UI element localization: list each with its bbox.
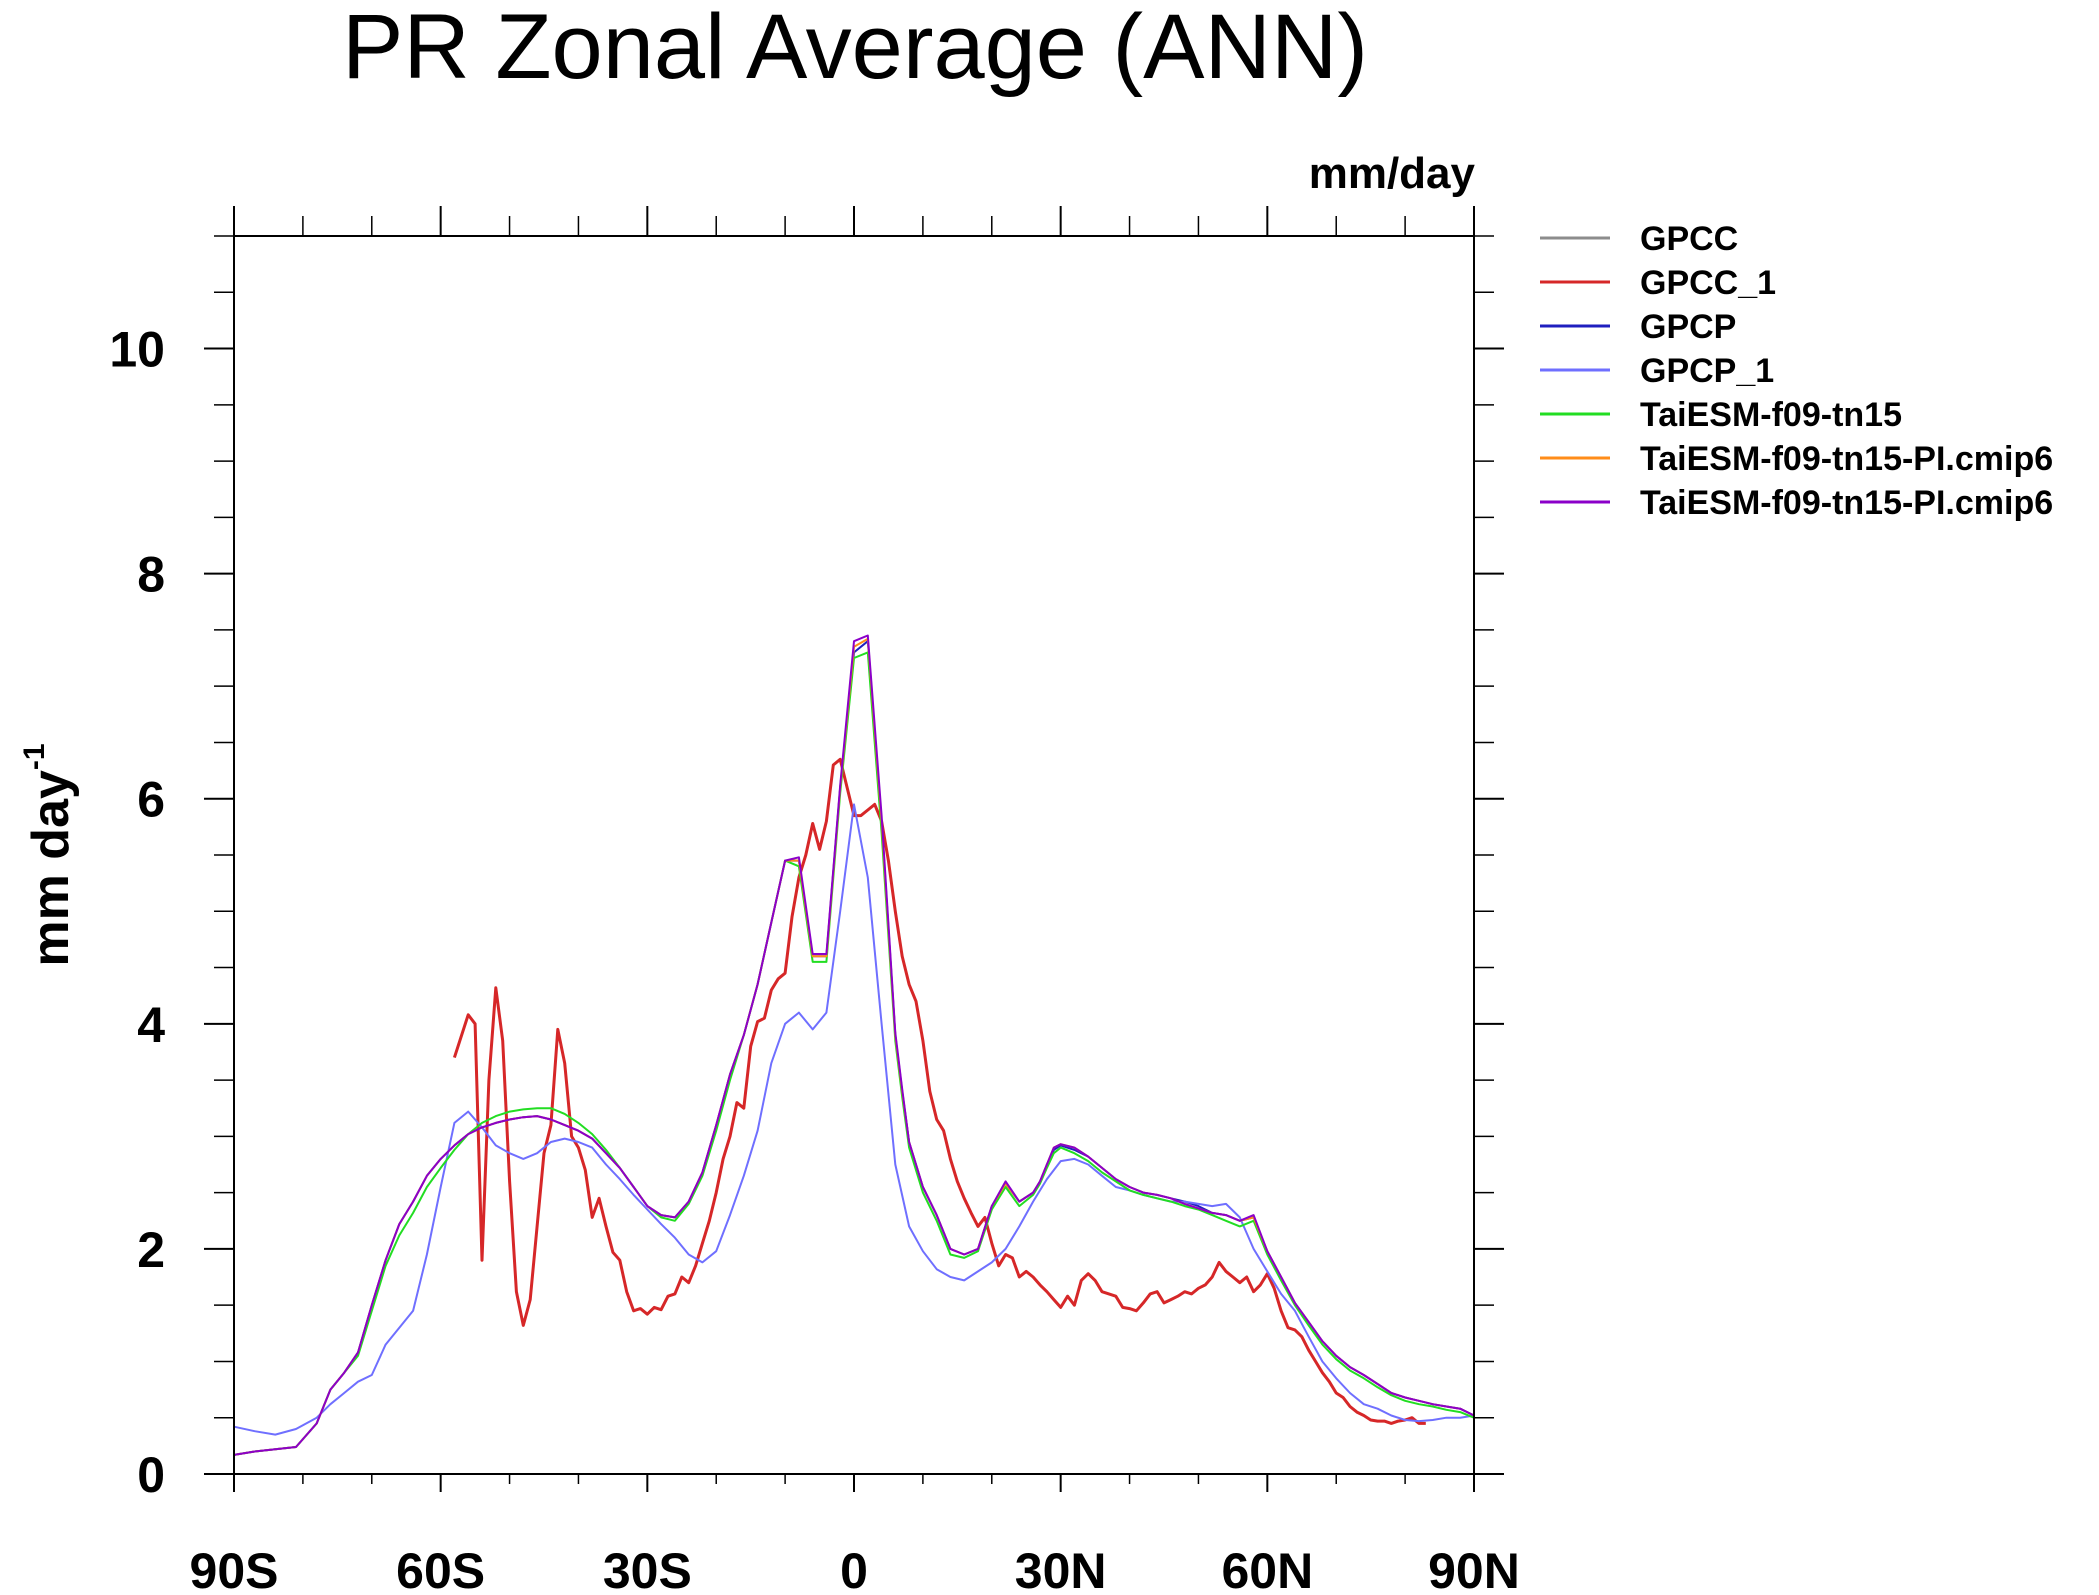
legend-entry: GPCC_1 — [1640, 264, 1776, 302]
x-tick-label: 0 — [840, 1543, 868, 1595]
plot-frame — [233, 235, 1475, 1475]
units-label: mm/day — [1309, 149, 1476, 198]
x-tick-label: 60N — [1221, 1543, 1313, 1595]
svg-text:mm day-1: mm day-1 — [18, 743, 80, 966]
tick-labels: 90S 60S 30S 0 30N 60N 90N 0 2 4 6 8 10 — [109, 322, 1519, 1595]
y-tick-label: 8 — [137, 547, 165, 603]
axis-ticks — [204, 206, 1504, 1492]
y-tick-label: 0 — [137, 1447, 165, 1503]
series-line-2 — [233, 640, 1475, 1456]
series-line-3 — [233, 803, 1475, 1436]
x-tick-label: 30S — [603, 1543, 692, 1595]
legend-entry: TaiESM-f09-tn15-PI.cmip6 — [1640, 440, 2053, 478]
y-axis-label-superscript: -1 — [18, 743, 51, 770]
chart-title: PR Zonal Average (ANN) — [342, 0, 1368, 98]
y-axis-label: mm day-1 — [18, 743, 80, 966]
legend-entry: GPCP_1 — [1640, 352, 1774, 390]
series-line-5 — [233, 637, 1475, 1456]
legend-entry: GPCP — [1640, 308, 1736, 346]
y-axis-label-text: mm day — [22, 770, 80, 967]
x-tick-label: 60S — [396, 1543, 485, 1595]
legend: GPCC GPCC_1 GPCP GPCP_1 TaiESM-f09-tn15 TaiES… — [1540, 220, 2053, 522]
y-tick-label: 6 — [137, 772, 165, 828]
y-tick-label: 2 — [137, 1222, 165, 1278]
data-series — [233, 634, 1475, 1456]
x-tick-label: 90N — [1428, 1543, 1520, 1595]
x-tick-label: 30N — [1015, 1543, 1107, 1595]
series-line-6 — [233, 634, 1475, 1456]
legend-entry: TaiESM-f09-tn15-PI.cmip6 — [1640, 484, 2053, 522]
x-tick-label: 90S — [190, 1543, 279, 1595]
series-line-4 — [233, 651, 1475, 1456]
y-tick-label: 4 — [137, 997, 165, 1053]
y-tick-label: 10 — [109, 322, 165, 378]
legend-entry: TaiESM-f09-tn15 — [1640, 396, 1902, 434]
series-line-1 — [452, 757, 1426, 1425]
legend-entry: GPCC — [1640, 220, 1738, 258]
